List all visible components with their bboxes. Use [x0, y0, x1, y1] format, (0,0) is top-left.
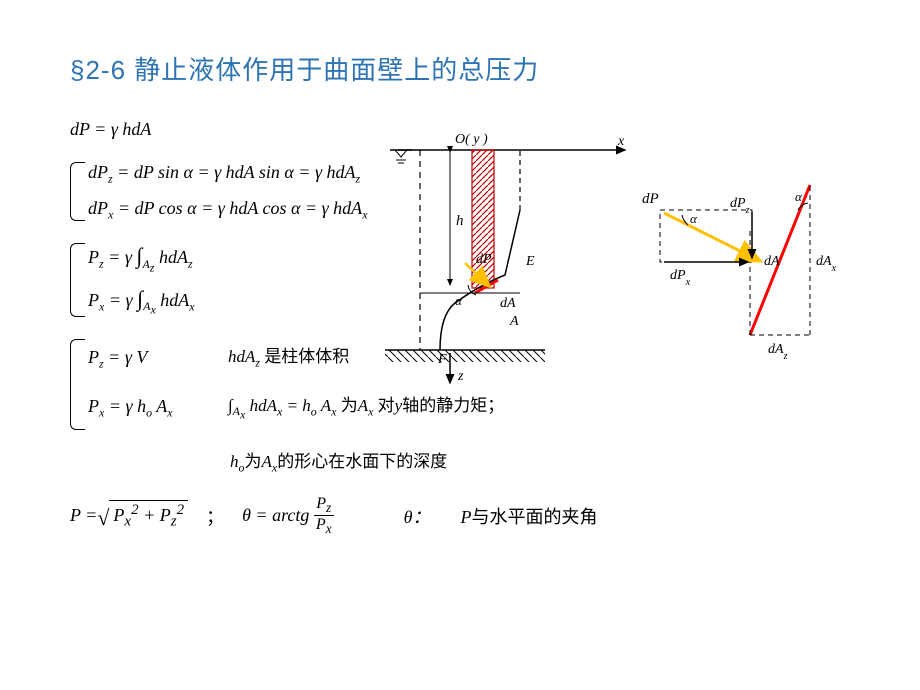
label-dAx: dAx — [816, 254, 837, 274]
label-dPx: dPx — [670, 268, 691, 288]
label-alpha-left: α — [455, 293, 463, 308]
diagram-right: dP dPz dPx α α dA dAx dAz — [642, 185, 837, 362]
label-dA-right: dA — [764, 254, 780, 269]
label-alpha-r1: α — [690, 211, 698, 226]
eq-Pz: Pz = γ V — [88, 345, 228, 372]
diagram-svg: x O( y ) E F h dA A dP α z — [380, 125, 860, 385]
pressure-prism — [472, 150, 494, 288]
note-ho: ho为Ax的形心在水面下的深度 — [230, 450, 850, 476]
diagram-container: x O( y ) E F h dA A dP α z — [380, 125, 860, 385]
label-z: z — [457, 369, 464, 384]
dAx-line — [750, 185, 810, 335]
diagram-left: x O( y ) E F h dA A dP α z — [385, 132, 625, 384]
label-dAz: dAz — [768, 342, 788, 362]
final-equations: P = √Px2 + Pz2 ； θ = arctg Pz Px θ： P与水平… — [70, 496, 850, 536]
dP-arrow-right — [664, 213, 758, 260]
label-dP-right: dP — [642, 191, 659, 207]
label-O: O( y ) — [455, 132, 488, 147]
eq-Px: Px = γ ho Ax — [88, 394, 228, 424]
label-dP-left: dP — [476, 252, 492, 267]
note-hdAx: ∫Ax hdAx = ho Ax 为Ax 对y轴的静力矩； — [228, 394, 504, 424]
section-title: §2-6 静止液体作用于曲面壁上的总压力 — [70, 50, 850, 87]
note-hdAz: hdAz 是柱体体积 — [228, 345, 349, 372]
label-dA: dA — [500, 296, 516, 311]
label-x: x — [617, 134, 625, 149]
label-E: E — [525, 254, 535, 269]
label-alpha-r2: α — [795, 189, 803, 204]
label-h: h — [456, 213, 464, 229]
label-A: A — [509, 314, 519, 329]
label-dPz: dPz — [730, 196, 750, 216]
